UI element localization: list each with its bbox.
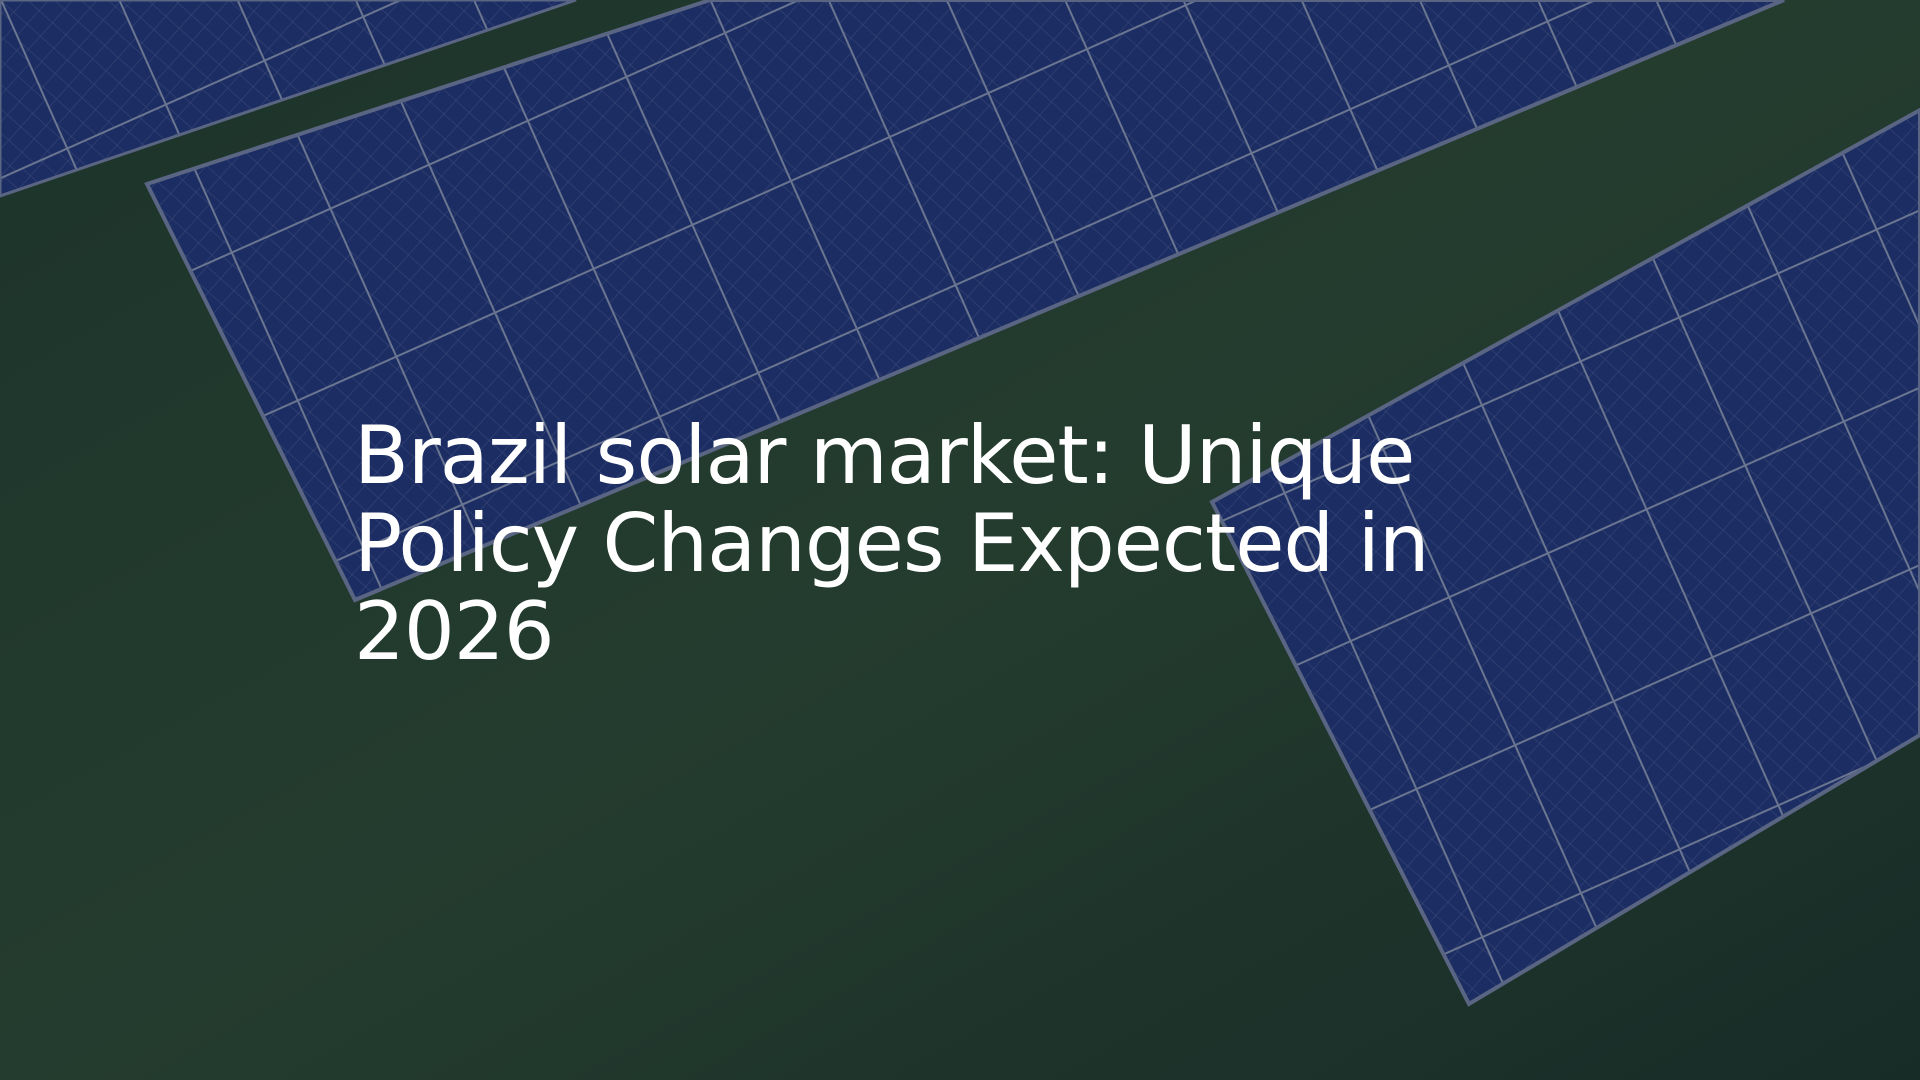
slide-title: Brazil solar market: Unique Policy Chang… [354,409,1430,678]
